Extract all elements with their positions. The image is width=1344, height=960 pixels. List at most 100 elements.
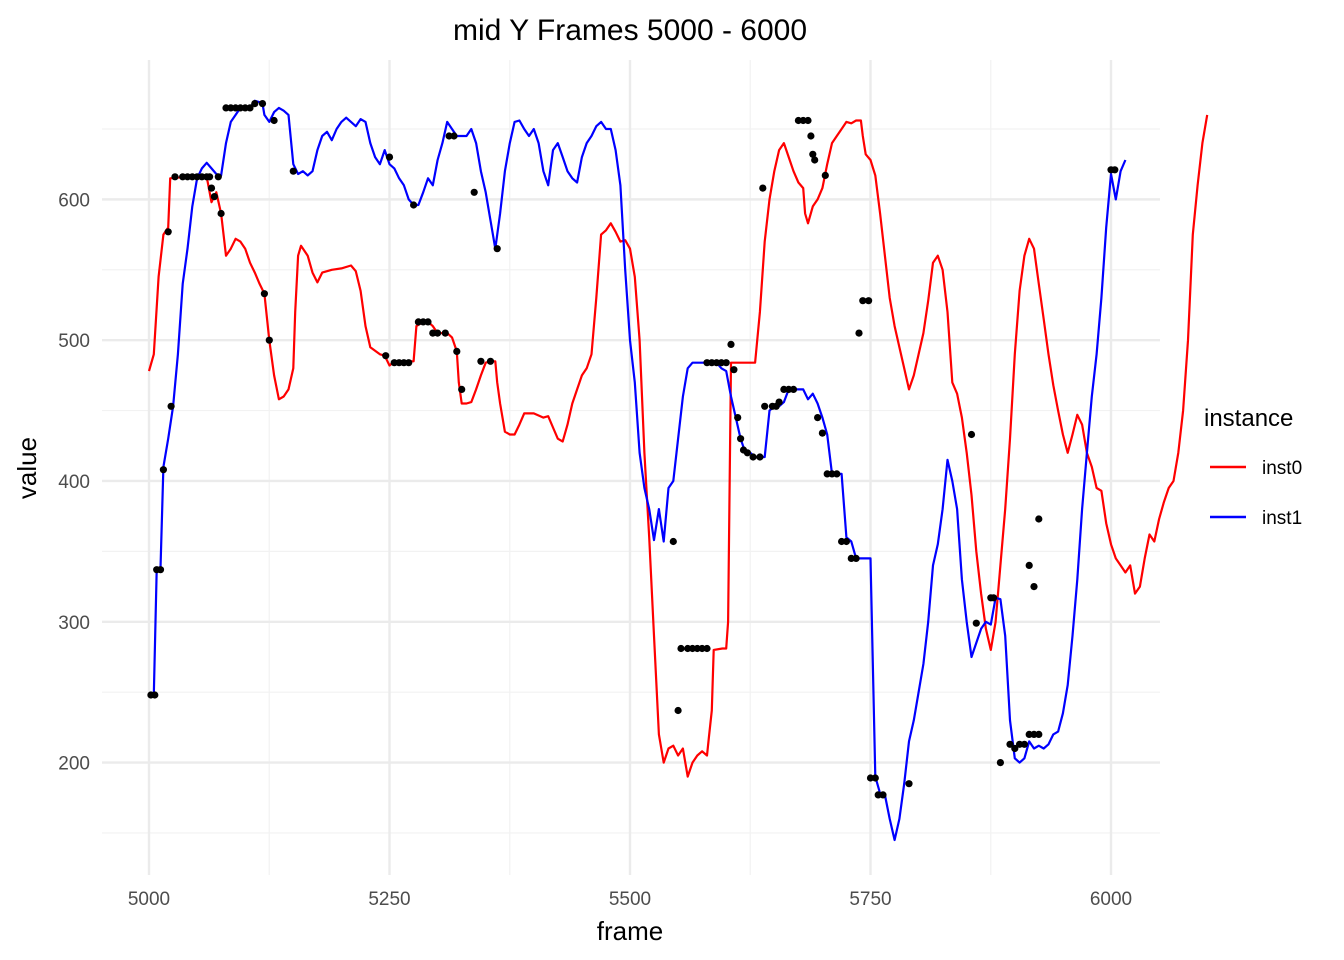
data-point xyxy=(833,470,841,478)
y-tick-label: 600 xyxy=(58,190,90,211)
data-point xyxy=(814,414,822,422)
data-point xyxy=(807,132,815,140)
data-point xyxy=(159,466,167,474)
data-point xyxy=(207,184,216,192)
data-point xyxy=(210,193,218,201)
data-point xyxy=(1025,561,1033,570)
data-point xyxy=(1030,583,1038,591)
series-lines xyxy=(147,99,1209,842)
data-point xyxy=(761,402,769,410)
x-axis-title: frame xyxy=(597,916,663,946)
data-point xyxy=(450,132,458,140)
data-point xyxy=(972,619,980,627)
data-point xyxy=(258,100,267,108)
x-tick-labels: 5000 5250 5500 5750 6000 xyxy=(128,889,1132,910)
data-point xyxy=(821,171,829,179)
data-point xyxy=(289,167,297,175)
y-tick-label: 300 xyxy=(58,613,90,634)
data-point xyxy=(251,100,259,108)
data-point xyxy=(214,173,222,181)
data-point xyxy=(703,644,711,653)
data-point xyxy=(674,706,682,715)
data-point xyxy=(1035,730,1043,739)
data-point xyxy=(756,453,764,461)
data-point xyxy=(804,116,812,125)
series-line-inst1 xyxy=(149,99,1127,842)
data-point xyxy=(749,453,757,461)
data-point xyxy=(727,340,735,348)
x-tick-label: 5250 xyxy=(368,889,410,910)
data-point xyxy=(470,188,478,196)
data-point xyxy=(789,385,798,393)
data-point xyxy=(206,173,214,181)
x-tick-label: 5750 xyxy=(849,889,891,910)
data-point xyxy=(382,352,390,360)
data-point xyxy=(809,150,817,158)
data-point xyxy=(967,430,976,439)
data-point xyxy=(879,791,887,799)
data-point xyxy=(722,359,730,367)
data-point xyxy=(759,184,767,192)
data-point xyxy=(1011,744,1019,753)
data-point xyxy=(905,780,913,788)
legend-label-inst0: inst0 xyxy=(1262,458,1302,479)
data-point xyxy=(385,153,394,161)
data-point xyxy=(453,347,461,355)
data-point xyxy=(246,104,254,112)
series-line-inst0 xyxy=(147,114,1209,778)
point-markers xyxy=(147,100,1119,799)
x-tick-label: 5000 xyxy=(128,889,170,910)
data-point xyxy=(434,329,442,337)
y-axis-title: value xyxy=(12,437,42,499)
data-point xyxy=(775,398,783,406)
data-point xyxy=(990,594,998,602)
data-point xyxy=(270,116,278,125)
data-point xyxy=(996,759,1005,767)
data-point xyxy=(486,357,495,365)
legend-label-inst1: inst1 xyxy=(1262,508,1302,529)
data-point xyxy=(410,201,418,209)
data-point xyxy=(477,357,485,365)
data-point xyxy=(811,156,819,164)
y-tick-label: 200 xyxy=(58,754,90,775)
data-point xyxy=(441,329,449,337)
major-gridlines xyxy=(102,60,1160,875)
data-point xyxy=(855,329,863,337)
data-point xyxy=(171,173,179,181)
chart-title: mid Y Frames 5000 - 6000 xyxy=(453,14,807,47)
data-point xyxy=(852,554,860,563)
data-point xyxy=(156,566,165,574)
data-point xyxy=(493,245,501,253)
data-point xyxy=(265,336,273,344)
data-point xyxy=(1020,740,1028,748)
data-point xyxy=(405,359,413,367)
y-tick-label: 500 xyxy=(58,331,90,352)
data-point xyxy=(458,385,466,393)
data-point xyxy=(669,537,677,546)
data-point xyxy=(424,318,432,326)
data-point xyxy=(737,435,745,443)
data-point xyxy=(677,644,685,653)
data-point xyxy=(859,297,867,305)
data-point xyxy=(151,691,159,699)
data-point xyxy=(730,366,738,374)
data-point xyxy=(1035,515,1043,523)
y-tick-label: 400 xyxy=(58,472,90,493)
y-tick-labels: 200 300 400 500 600 xyxy=(58,190,90,774)
data-point xyxy=(164,228,172,236)
data-point xyxy=(217,209,225,218)
legend-title: instance xyxy=(1204,405,1293,432)
data-point xyxy=(260,290,268,298)
data-point xyxy=(743,449,752,457)
data-point xyxy=(818,429,827,437)
data-point xyxy=(167,402,175,410)
data-point xyxy=(1111,166,1119,174)
x-tick-label: 5500 xyxy=(609,889,651,910)
legend: instance inst0 inst1 xyxy=(1204,405,1302,529)
data-point xyxy=(871,774,879,782)
data-point xyxy=(842,537,851,546)
x-tick-label: 6000 xyxy=(1090,889,1132,910)
data-point xyxy=(865,297,873,305)
data-point xyxy=(734,414,742,422)
